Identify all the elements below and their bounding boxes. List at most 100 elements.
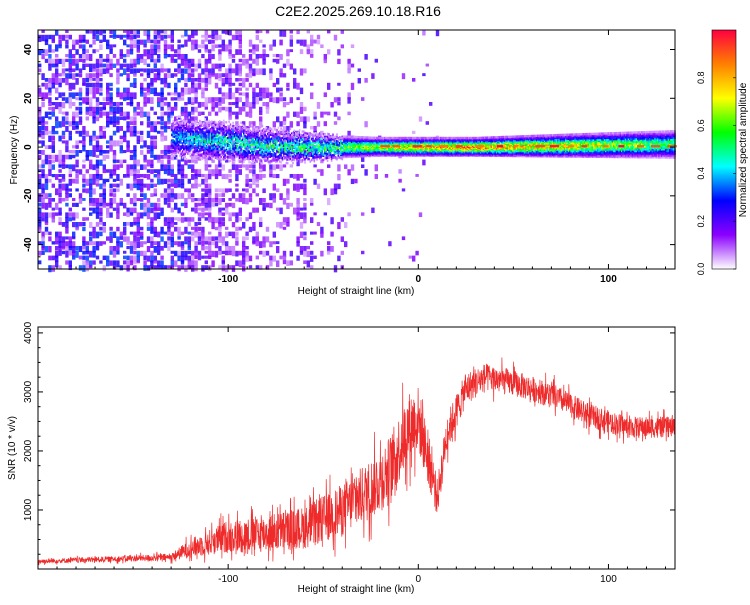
signal-band-cell	[215, 147, 217, 150]
spectrogram-cell	[194, 39, 198, 46]
signal-band-cell	[212, 124, 214, 127]
spectrogram-cell	[133, 198, 137, 204]
spectrogram-cell	[153, 44, 157, 51]
spectrogram-cell	[48, 116, 52, 120]
spectrogram-cell	[44, 39, 49, 46]
signal-band-cell	[176, 150, 178, 153]
signal-band-cell	[305, 134, 308, 137]
spectrogram-cell	[85, 265, 89, 272]
spectrogram-cell	[82, 135, 86, 141]
spectrogram-cell	[95, 102, 100, 107]
signal-band-cell	[265, 144, 268, 147]
signal-band-cell	[277, 133, 280, 137]
spectrogram-cell	[170, 207, 174, 213]
spectrogram-cell	[41, 183, 45, 190]
spectrogram-cell	[58, 188, 62, 194]
signal-band-cell	[312, 139, 314, 142]
spectrogram-cell	[72, 102, 76, 107]
spectrogram-cell	[92, 116, 96, 124]
spectrogram-cell	[116, 102, 120, 107]
spectrogram-cell	[65, 226, 69, 234]
spectrogram-cell	[276, 246, 280, 254]
signal-band-cell	[264, 154, 266, 157]
signal-band-cell	[338, 137, 341, 140]
signal-band-cell	[261, 154, 264, 157]
spectrogram-cell	[180, 44, 185, 48]
spectrogram-cell	[44, 178, 49, 184]
signal-band-cell	[181, 130, 184, 133]
spectrogram-cell	[85, 217, 89, 221]
spectrogram-cell	[184, 236, 188, 242]
spectrogram-cell	[143, 154, 147, 161]
signal-band-cell	[185, 132, 188, 136]
spectrogram-cell	[102, 255, 106, 261]
spectrogram-cell	[82, 97, 86, 104]
spectrogram-cell	[157, 92, 161, 97]
signal-band-cell	[340, 147, 342, 150]
spectrogram-cell	[262, 188, 266, 194]
spectrogram-cell	[129, 121, 134, 125]
spectrogram-cell	[221, 82, 225, 87]
signal-band-cell	[232, 132, 234, 136]
spectrogram-cell	[242, 106, 246, 112]
signal-band-cell	[201, 124, 204, 127]
spectrogram-cell	[129, 68, 134, 74]
signal-band-cell	[298, 153, 301, 157]
spectrogram-cell	[170, 44, 174, 52]
signal-band-cell	[281, 131, 284, 134]
spectrogram-cell	[174, 178, 178, 185]
signal-band-cell	[191, 141, 193, 144]
signal-band-cell	[302, 155, 305, 159]
signal-band-cell	[290, 146, 293, 149]
spectrogram-cell	[184, 188, 188, 193]
spectrogram-cell	[211, 169, 215, 177]
signal-band-cell	[296, 148, 298, 151]
signal-band-cell	[215, 138, 217, 141]
signal-band-cell	[200, 124, 202, 127]
signal-band-cell	[261, 151, 264, 154]
spectrogram-cell	[75, 202, 79, 207]
spectrogram-cell	[136, 135, 140, 142]
signal-band-cell	[215, 156, 217, 159]
signal-band-cell	[326, 159, 329, 162]
signal-band-cell	[348, 154, 350, 157]
signal-band-cell	[272, 136, 274, 139]
spectrogram-cell	[150, 202, 154, 208]
signal-band-cell	[248, 158, 250, 161]
spectrogram-cell	[126, 222, 130, 226]
spectrogram-cell	[44, 183, 49, 190]
spectrogram-cell	[194, 250, 198, 257]
spectrogram-cell	[160, 111, 164, 118]
signal-band-cell	[330, 149, 333, 152]
signal-band-cell	[329, 155, 332, 159]
spectrogram-cell	[208, 198, 212, 203]
signal-band-cell	[274, 145, 277, 148]
signal-band-cell	[220, 138, 222, 142]
spectrogram-cell	[191, 97, 195, 103]
signal-band-cell	[179, 129, 181, 132]
spectrogram-cell	[252, 49, 256, 55]
signal-band-cell	[175, 128, 177, 131]
spectrogram-cell	[38, 34, 42, 42]
spectrogram-cell	[126, 241, 130, 245]
signal-band-cell	[252, 135, 254, 138]
signal-band-cell	[195, 132, 197, 135]
spectrogram-cell	[109, 193, 113, 197]
spectrogram-cell	[133, 73, 137, 77]
signal-band-cell	[219, 146, 221, 149]
spectrogram-cell	[129, 212, 134, 216]
spectrogram-cell	[55, 154, 59, 162]
spectrogram-cell	[252, 222, 256, 228]
signal-band-cell	[302, 158, 305, 162]
spectrogram-cell	[167, 164, 171, 171]
spectrogram-cell	[201, 265, 205, 272]
spectrogram-cell	[109, 202, 113, 209]
signal-band-cell	[200, 130, 202, 133]
spectrogram-cell	[337, 164, 341, 172]
spectrogram-cell	[89, 82, 93, 88]
spectrogram-cell	[157, 58, 161, 63]
signal-band-cell	[184, 139, 186, 142]
spectrogram-cell	[109, 111, 113, 115]
signal-band-cell	[177, 126, 180, 129]
signal-band-cell	[316, 147, 318, 150]
